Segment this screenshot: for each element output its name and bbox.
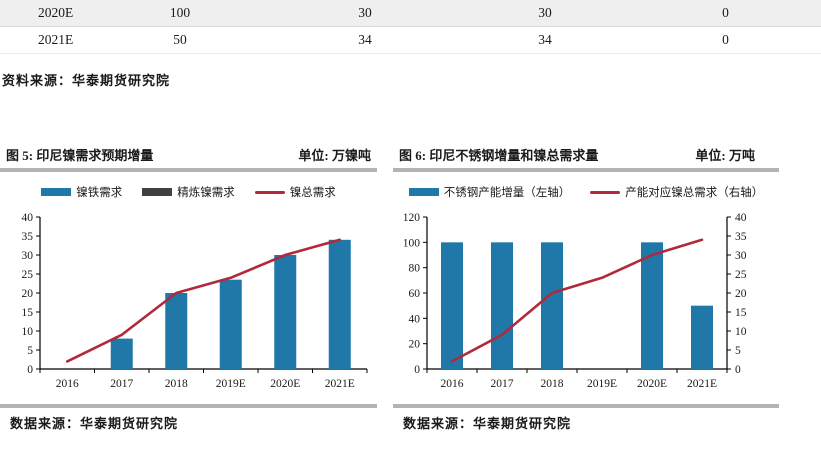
y-tick-label: 0 [27, 364, 33, 376]
stainless-steel-nickel-chart: 0 20 40 60 80 100 120 0 5 10 15 20 25 30 35 40 2016 2017 2… [403, 212, 747, 390]
bar [641, 242, 663, 369]
y-tick-label: 80 [409, 263, 421, 275]
table-cell: 30 [538, 5, 552, 20]
chart-source-note: 数据来源：华泰期货研究院 [403, 416, 572, 431]
figure-title: 图 5: 印尼镍需求预期增量 [6, 148, 154, 163]
table-row: 2020E 100 30 30 0 [0, 0, 821, 27]
figure-header: 图 5: 印尼镍需求预期增量 单位: 万镍吨 [0, 145, 377, 165]
bar [274, 255, 297, 369]
forecast-table: 2020E 100 30 30 0 2021E 50 34 34 0 [0, 0, 821, 54]
line-series [450, 238, 704, 363]
table-cell: 2020E [38, 5, 74, 20]
x-tick-label: 2018 [165, 378, 188, 390]
table-cell: 50 [173, 32, 187, 47]
table-cell: 2021E [38, 32, 74, 47]
right-y-tick-label: 15 [735, 307, 747, 319]
bar [541, 242, 563, 369]
bar [110, 338, 133, 369]
y-tick-label: 40 [409, 313, 421, 325]
x-tick-label: 2019E [587, 378, 617, 390]
bar [328, 239, 351, 369]
bar [219, 279, 242, 369]
y-tick-label: 35 [22, 231, 34, 243]
table-row: 2021E 50 34 34 0 [0, 27, 821, 54]
table-cell: 30 [358, 5, 372, 20]
nickel-demand-chart: 0 5 10 15 20 25 30 35 40 2016 2017 2018 2019E 2020E 20… [22, 212, 368, 390]
right-y-tick-label: 20 [735, 288, 747, 300]
figure-5: 图 5: 印尼镍需求预期增量 单位: 万镍吨 镍铁需求 精炼镍需求 镍总需求 0 5 1… [0, 145, 377, 432]
right-y-tick-label: 40 [735, 212, 747, 224]
table-cell: 100 [169, 5, 191, 20]
legend-item: 镍铁需求 [41, 184, 122, 200]
chart-legend: 镍铁需求 精炼镍需求 镍总需求 [0, 185, 377, 199]
figure-header: 图 6: 印尼不锈钢增量和镍总需求量 单位: 万吨 [393, 145, 779, 165]
footer-divider [393, 404, 779, 408]
table-cell: 34 [538, 32, 552, 47]
figure-unit-label: 单位: 万吨 [695, 148, 755, 163]
report-page: 2020E 100 30 30 0 2021E 50 34 34 0 资料来源：… [0, 0, 821, 431]
bar [491, 242, 513, 369]
legend-label: 精炼镍需求 [177, 187, 235, 199]
bar [691, 305, 713, 369]
chart-source-note: 数据来源：华泰期货研究院 [10, 416, 179, 431]
x-tick-label: 2016 [441, 378, 464, 390]
title-divider [393, 168, 779, 172]
right-y-tick-label: 0 [735, 364, 741, 376]
chart-legend: 不锈钢产能增量（左轴） 产能对应镍总需求（右轴） [393, 185, 779, 199]
figure-unit-label: 单位: 万镍吨 [298, 148, 371, 163]
legend-item: 产能对应镍总需求（右轴） [590, 184, 763, 200]
legend-bar-swatch [142, 188, 173, 196]
right-y-tick-label: 35 [735, 231, 747, 243]
x-tick-label: 2020E [270, 378, 300, 390]
legend-label: 产能对应镍总需求（右轴） [625, 187, 764, 199]
footer-divider [0, 404, 377, 408]
bar [165, 293, 188, 369]
x-tick-label: 2018 [541, 378, 564, 390]
legend-label: 镍铁需求 [76, 187, 123, 199]
x-tick-label: 2019E [216, 378, 246, 390]
right-y-tick-label: 5 [735, 345, 741, 357]
y-tick-label: 60 [409, 288, 421, 300]
legend-line-swatch [254, 190, 285, 194]
line-series [65, 238, 342, 363]
right-y-tick-label: 10 [735, 326, 747, 338]
table-cell: 34 [358, 32, 372, 47]
y-tick-label: 100 [403, 237, 421, 249]
y-tick-label: 40 [22, 212, 34, 224]
title-divider [0, 168, 377, 172]
y-tick-label: 10 [22, 326, 34, 338]
y-tick-label: 5 [27, 345, 33, 357]
table-cell: 0 [722, 5, 729, 20]
right-y-tick-label: 30 [735, 250, 747, 262]
legend-item: 镍总需求 [254, 184, 336, 200]
x-tick-label: 2021E [687, 378, 717, 390]
x-tick-label: 2020E [637, 378, 667, 390]
figures-row: 图 5: 印尼镍需求预期增量 单位: 万镍吨 镍铁需求 精炼镍需求 镍总需求 0 5 1… [0, 145, 779, 432]
table-cell: 0 [722, 32, 729, 47]
legend-line-swatch [590, 190, 621, 194]
x-tick-label: 2016 [56, 378, 79, 390]
bar [441, 242, 463, 369]
right-y-tick-label: 25 [735, 269, 747, 281]
x-tick-label: 2017 [491, 378, 514, 390]
figure-title: 图 6: 印尼不锈钢增量和镍总需求量 [399, 148, 599, 163]
x-tick-label: 2017 [110, 378, 133, 390]
legend-item: 不锈钢产能增量（左轴） [408, 184, 571, 200]
figure-6: 图 6: 印尼不锈钢增量和镍总需求量 单位: 万吨 不锈钢产能增量（左轴） 产能对… [393, 145, 779, 432]
y-tick-label: 15 [22, 307, 34, 319]
x-tick-label: 2021E [325, 378, 355, 390]
legend-item: 精炼镍需求 [142, 184, 235, 200]
table-source-note: 资料来源：华泰期货研究院 [2, 73, 171, 88]
y-tick-label: 30 [22, 250, 34, 262]
legend-label: 不锈钢产能增量（左轴） [443, 187, 571, 199]
y-tick-label: 25 [22, 269, 34, 281]
y-tick-label: 0 [414, 364, 420, 376]
y-tick-label: 20 [409, 339, 421, 351]
legend-label: 镍总需求 [289, 187, 336, 199]
legend-bar-swatch [408, 188, 439, 196]
y-tick-label: 120 [403, 212, 421, 224]
legend-bar-swatch [41, 188, 72, 196]
y-tick-label: 20 [22, 288, 34, 300]
